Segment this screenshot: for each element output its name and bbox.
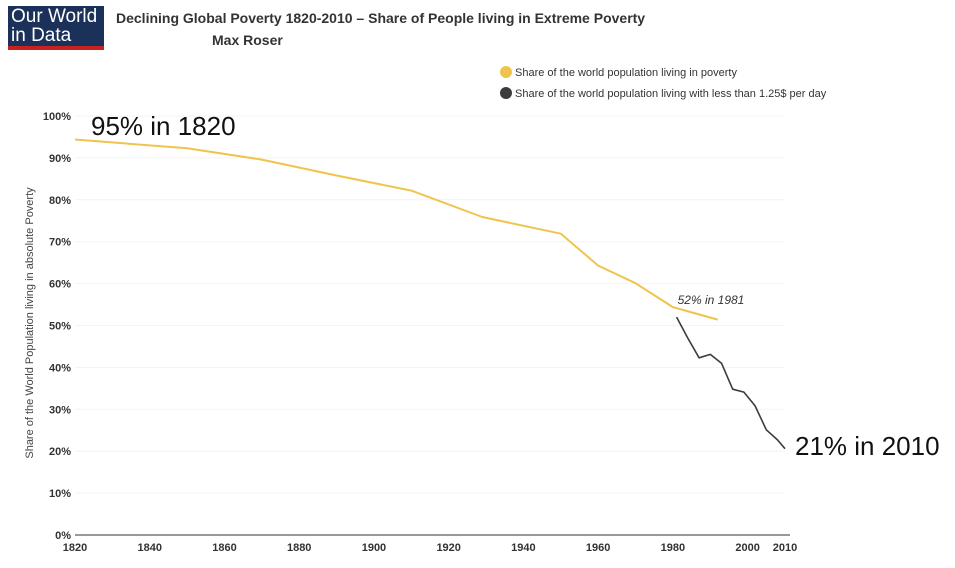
annotation-label: 95% in 1820 [91,111,236,141]
x-ticks: 1820 1840 1860 1880 1900 1920 1940 1960 1980 2000… [63,542,797,554]
series-line-1 [74,138,718,321]
y-tick-label: 20% [49,446,71,458]
annotation-label: 52% in 1981 [678,293,745,307]
logo-line-1: Our World [11,6,98,27]
logo-line-2: in Data [11,25,72,46]
legend: Share of the world population living in … [500,66,827,100]
x-tick-label: 1920 [436,542,460,554]
y-tick-label: 10% [49,488,71,500]
x-tick-label: 1880 [287,542,311,554]
legend-label: Share of the world population living wit… [515,88,827,100]
y-tick-label: 30% [49,404,71,416]
x-tick-label: 2000 [735,542,759,554]
y-ticks: 0% 10% 20% 30% 40% 50% 60% 70% 80% 90% 100% [43,111,71,542]
chart-title: Declining Global Poverty 1820-2010 – Sha… [116,10,646,26]
y-tick-label: 60% [49,279,71,291]
y-tick-label: 50% [49,321,71,333]
chart-author: Max Roser [212,32,283,48]
x-tick-label: 2010 [773,542,797,554]
y-tick-label: 70% [49,237,71,249]
x-tick-label: 1980 [661,542,685,554]
annotations: 95% in 1820 52% in 1981 21% in 2010 [91,111,940,461]
logo: Our World in Data [8,6,104,50]
x-tick-label: 1860 [212,542,236,554]
legend-marker [500,87,512,99]
x-tick-label: 1940 [511,542,535,554]
logo-accent-bar [8,46,104,50]
x-tick-label: 1960 [586,542,610,554]
x-tick-label: 1900 [362,542,386,554]
grid [75,115,785,494]
x-tick-label: 1840 [137,542,161,554]
y-tick-label: 40% [49,362,71,374]
y-tick-label: 80% [49,195,71,207]
y-axis-label: Share of the World Population living in … [24,187,36,459]
y-tick-label: 0% [55,530,71,542]
y-tick-label: 100% [43,111,71,123]
series-line-2 [675,316,786,450]
series-layer [74,138,786,450]
legend-label: Share of the world population living in … [515,67,737,79]
x-tick-label: 1820 [63,542,87,554]
annotation-label: 21% in 2010 [795,431,940,461]
y-tick-label: 90% [49,153,71,165]
legend-marker [500,66,512,78]
